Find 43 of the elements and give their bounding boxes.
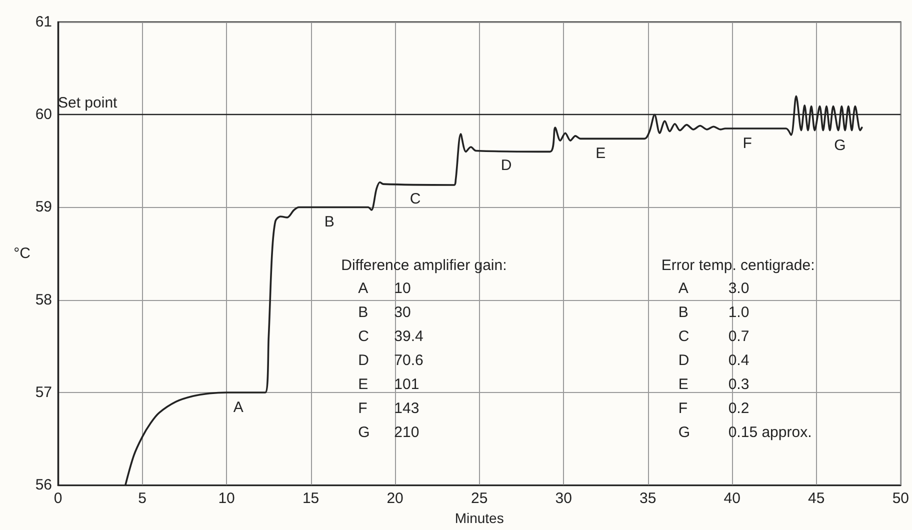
text: G 0.15 approx.	[678, 424, 812, 442]
x-tick-label: 20	[386, 490, 404, 508]
y-tick-label: 60	[35, 106, 52, 124]
text: B 30	[358, 304, 411, 322]
y-tick-label: 56	[35, 476, 52, 494]
x-tick-label: 50	[892, 490, 909, 508]
text: F 0.2	[678, 400, 750, 418]
annotation: Difference amplifier gain:	[341, 257, 507, 274]
annotation: B	[324, 214, 334, 231]
annotation: Error temp. centigrade:	[661, 257, 815, 274]
y-axis-title: °C	[14, 245, 31, 262]
x-tick-label: 0	[54, 490, 62, 508]
annotation: C	[410, 190, 421, 208]
text: D 0.4	[678, 352, 750, 370]
x-tick-label: 25	[470, 490, 488, 508]
text: F 143	[358, 400, 420, 418]
x-tick-label: 5	[138, 490, 146, 508]
text: G 210	[358, 424, 420, 442]
annotation: F	[742, 135, 752, 152]
text: A 10	[358, 280, 411, 298]
y-tick-label: 61	[35, 14, 52, 30]
text: C 39.4	[358, 328, 424, 346]
annotation: G	[834, 136, 846, 154]
annotation: E	[596, 145, 606, 162]
text: E 101	[358, 376, 420, 394]
x-axis-title: Minutes	[454, 510, 504, 526]
text: B 1.0	[678, 304, 750, 322]
x-tick-label: 15	[302, 490, 320, 508]
y-tick-label: 59	[35, 198, 52, 216]
annotation: D	[500, 157, 512, 174]
x-tick-label: 10	[218, 490, 235, 508]
x-tick-label: 40	[724, 490, 740, 508]
text: A 3.0	[678, 280, 750, 298]
annotation: A	[233, 398, 244, 416]
text: E 0.3	[678, 376, 750, 394]
y-tick-label: 57	[35, 384, 52, 401]
ref-line-label: Set point	[58, 94, 118, 112]
text: D 70.6	[358, 352, 424, 370]
y-tick-label: 58	[35, 291, 52, 308]
x-tick-label: 35	[640, 490, 656, 508]
text: C 0.7	[678, 328, 750, 346]
x-tick-label: 45	[808, 490, 825, 508]
x-tick-label: 30	[555, 490, 572, 508]
